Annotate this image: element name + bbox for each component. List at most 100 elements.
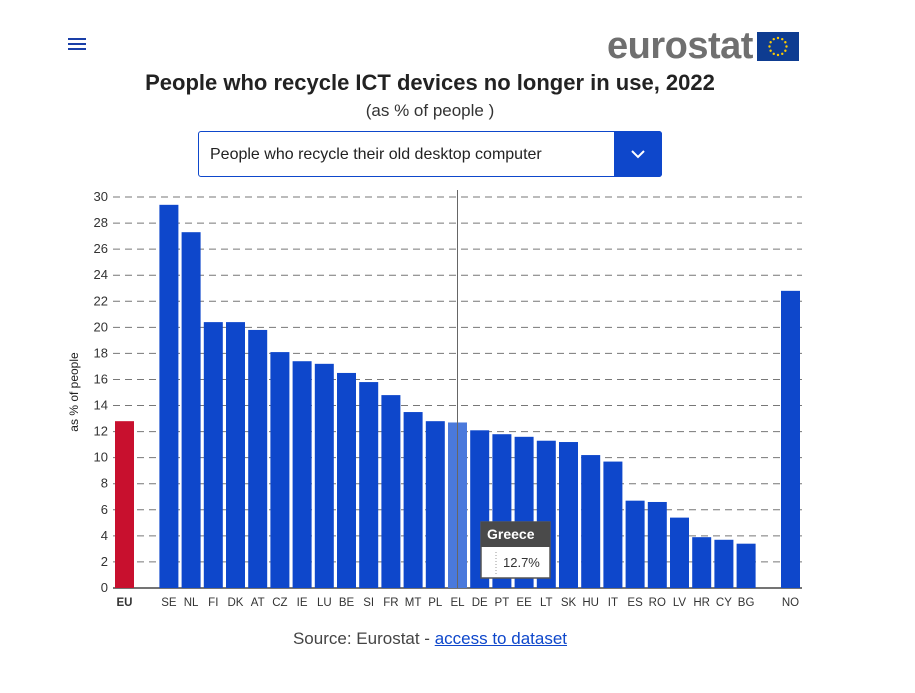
y-tick-label: 24 (94, 267, 108, 282)
x-tick-label: BG (738, 597, 755, 609)
bar-dk (226, 322, 245, 588)
logo-text: eurostat (607, 25, 753, 67)
y-tick-label: 22 (94, 293, 108, 308)
y-tick-label: 12 (94, 424, 108, 439)
flag-star (785, 44, 788, 48)
x-tick-label: IE (297, 597, 308, 609)
bar-se (159, 204, 179, 588)
bar-cz (270, 352, 290, 588)
y-tick-label: 16 (94, 371, 108, 386)
flag-star (769, 40, 772, 43)
x-tick-label: MT (405, 597, 422, 609)
y-axis-label: as % of people (67, 352, 81, 432)
x-tick-label: EE (516, 597, 532, 609)
flag-star (772, 37, 775, 40)
x-tick-label: ES (627, 597, 643, 609)
y-tick-label: 10 (94, 450, 108, 465)
x-tick-label: RO (649, 597, 666, 609)
bar-fr (381, 395, 401, 588)
dropdown-toggle-button[interactable] (614, 131, 662, 177)
x-tick-label: IT (608, 597, 618, 609)
x-tick-label: NL (184, 597, 199, 609)
flag-star (784, 49, 787, 52)
indicator-dropdown[interactable]: People who recycle their old desktop com… (198, 131, 662, 177)
y-tick-label: 30 (94, 189, 108, 204)
flag-star (784, 40, 787, 43)
y-tick-label: 28 (94, 215, 108, 230)
bar-lu (314, 363, 334, 588)
bar-pl (425, 421, 445, 588)
x-tick-label: LV (673, 597, 687, 609)
x-tick-label: CY (716, 597, 732, 609)
bar-sk (559, 442, 578, 588)
flag-star (780, 52, 784, 55)
x-tick-label: SE (161, 597, 177, 609)
flag-star (768, 44, 771, 48)
chevron-down-icon (631, 150, 645, 159)
y-tick-label: 26 (94, 241, 108, 256)
x-tick-label: SK (561, 597, 577, 609)
tooltip: Greece 12.7% (480, 521, 551, 579)
flag-star (776, 36, 780, 39)
bar-hr (692, 537, 712, 588)
x-tick-label: PT (495, 597, 510, 609)
bar-ro (647, 501, 667, 588)
x-tick-label: FI (208, 597, 218, 609)
bar-fi (203, 322, 223, 588)
y-tick-label: 0 (101, 580, 108, 595)
bar-at (248, 329, 268, 588)
x-tick-label: PL (428, 597, 443, 609)
source-note: Source: Eurostat - access to dataset (0, 629, 860, 649)
y-tick-label: 4 (101, 528, 108, 543)
bar-eu (115, 421, 134, 588)
bar-ie (292, 361, 312, 588)
bar-si (359, 382, 379, 588)
flag-star (769, 49, 772, 52)
dataset-link[interactable]: access to dataset (434, 629, 568, 648)
bar-bg (736, 543, 756, 588)
flag-star (776, 53, 780, 56)
flag-star (780, 37, 784, 40)
x-tick-label: BE (339, 597, 355, 609)
x-tick-label: LT (540, 597, 553, 609)
x-tick-label: CZ (272, 597, 287, 609)
hamburger-menu-icon[interactable] (68, 35, 86, 53)
y-tick-label: 20 (94, 319, 108, 334)
y-tick-label: 2 (101, 554, 108, 569)
bar-mt (403, 412, 423, 588)
dropdown-selected-value: People who recycle their old desktop com… (210, 146, 542, 163)
y-tick-label: 8 (101, 476, 108, 491)
bar-be (337, 372, 356, 588)
x-tick-label: HU (582, 597, 599, 609)
eu-flag-icon (756, 31, 799, 61)
x-tick-label: SI (363, 597, 374, 609)
tooltip-country: Greece (487, 526, 535, 542)
bar-nl (181, 232, 201, 588)
chart-title: People who recycle ICT devices no longer… (145, 70, 715, 95)
chart-subtitle: (as % of people ) (365, 101, 495, 120)
y-tick-label: 14 (94, 398, 108, 413)
flag-star (772, 52, 775, 55)
x-tick-label: NO (782, 597, 799, 609)
bar-lv (670, 517, 689, 588)
bar-no (781, 290, 800, 588)
x-tick-label: DK (228, 597, 244, 609)
x-tick-label: DE (472, 597, 488, 609)
tooltip-header (481, 522, 550, 547)
y-tick-label: 18 (94, 345, 108, 360)
x-tick-label: EL (450, 597, 465, 609)
y-tick-label: 6 (101, 502, 108, 517)
x-tick-label: HR (693, 597, 710, 609)
bar-cy (714, 539, 734, 588)
x-tick-label: EU (117, 597, 133, 609)
eurostat-logo: eurostat (607, 25, 799, 67)
bar-it (603, 461, 623, 588)
x-tick-label: FR (383, 597, 398, 609)
tooltip-value: 12.7% (503, 555, 540, 570)
x-tick-label: LU (317, 597, 332, 609)
source-prefix: Source: Eurostat - (292, 629, 435, 648)
bar-hu (581, 455, 601, 588)
x-tick-label: AT (251, 597, 265, 609)
bar-es (625, 500, 645, 588)
